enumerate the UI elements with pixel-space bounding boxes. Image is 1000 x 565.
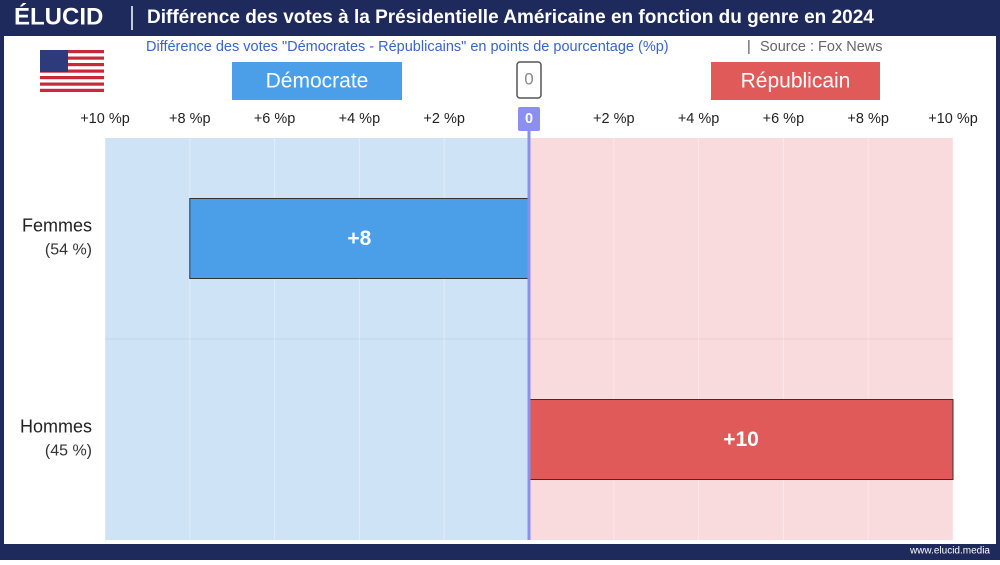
subtitle: Différence des votes "Démocrates - Répub… bbox=[146, 39, 669, 55]
x-tick-label: +4 %p bbox=[339, 111, 381, 127]
brand: ÉLUCID bbox=[14, 2, 103, 30]
legend-label: Démocrate bbox=[266, 70, 369, 93]
category-label: Hommes bbox=[20, 416, 92, 436]
legend-box bbox=[711, 62, 880, 100]
value-label: +8 bbox=[347, 227, 371, 250]
bar bbox=[528, 399, 954, 480]
x-tick-label: +2 %p bbox=[423, 111, 465, 127]
legend-box bbox=[232, 62, 402, 100]
chart-title: Différence des votes à la Présidentielle… bbox=[147, 7, 874, 28]
bar bbox=[189, 198, 530, 279]
zero-label: 0 bbox=[524, 69, 533, 88]
x-tick-label: +6 %p bbox=[254, 111, 296, 127]
zero-box bbox=[516, 61, 542, 99]
flag bbox=[40, 50, 104, 92]
category-note: (54 %) bbox=[45, 242, 92, 259]
separator-bar: | bbox=[747, 39, 751, 55]
x-tick-label: 0 bbox=[525, 111, 533, 127]
legend-label: Républicain bbox=[741, 70, 851, 93]
x-tick-label: +2 %p bbox=[593, 111, 635, 127]
x-tick-label: +10 %p bbox=[80, 111, 130, 127]
zero-tick-box bbox=[518, 107, 540, 131]
footer: www.elucid.media bbox=[909, 546, 990, 557]
x-tick-label: +4 %p bbox=[678, 111, 720, 127]
source: Source : Fox News bbox=[760, 39, 883, 55]
x-tick-label: +6 %p bbox=[763, 111, 805, 127]
x-tick-label: +8 %p bbox=[847, 111, 889, 127]
x-tick-label: +10 %p bbox=[928, 111, 978, 127]
category-note: (45 %) bbox=[45, 443, 92, 460]
category-label: Femmes bbox=[22, 215, 92, 235]
value-label: +10 bbox=[723, 428, 759, 451]
x-tick-label: +8 %p bbox=[169, 111, 211, 127]
